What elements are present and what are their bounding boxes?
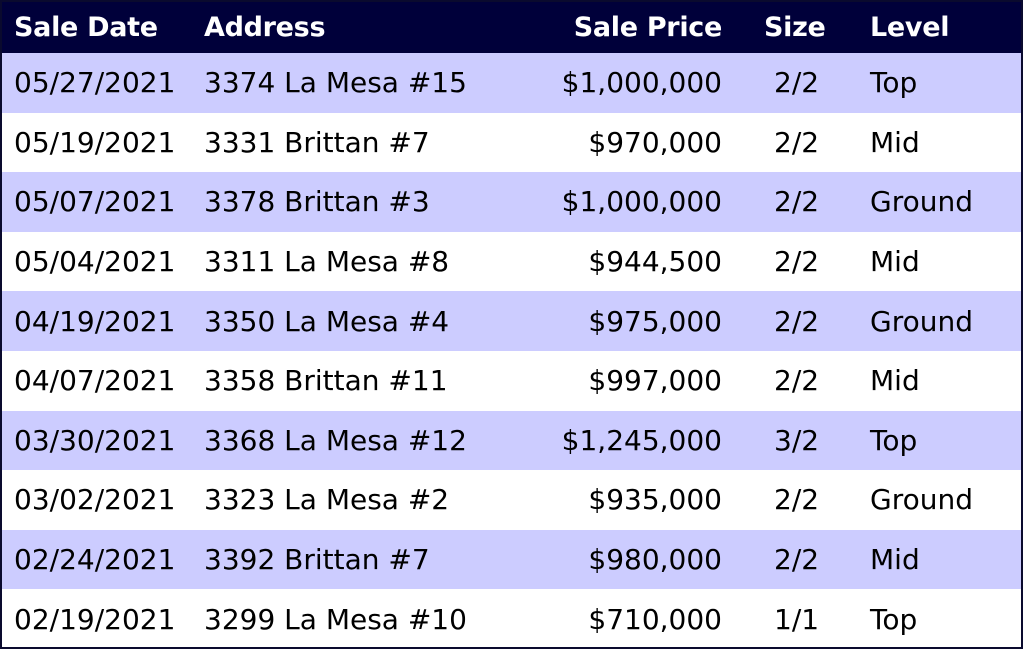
cell-address: 3378 Brittan #3 [204, 185, 430, 219]
cell-address: 3311 La Mesa #8 [204, 245, 450, 279]
table-row: 02/24/2021 3392 Brittan #7 $980,000 2/2 … [2, 529, 1021, 590]
cell-size: 2/2 [774, 125, 820, 159]
cell-address: 3374 La Mesa #15 [204, 66, 467, 100]
cell-sale-price: $997,000 [588, 364, 722, 398]
cell-sale-date: 04/07/2021 [14, 364, 176, 398]
cell-address: 3368 La Mesa #12 [204, 423, 467, 457]
cell-sale-price: $935,000 [588, 483, 722, 517]
cell-level: Ground [870, 185, 973, 219]
cell-size: 2/2 [774, 245, 820, 279]
table-row: 05/27/2021 3374 La Mesa #15 $1,000,000 2… [2, 53, 1021, 113]
cell-sale-date: 05/07/2021 [14, 185, 176, 219]
cell-sale-price: $944,500 [588, 245, 722, 279]
table-row: 05/19/2021 3331 Brittan #7 $970,000 2/2 … [2, 112, 1021, 173]
header-address: Address [204, 12, 326, 43]
cell-sale-date: 02/19/2021 [14, 602, 176, 636]
cell-address: 3331 Brittan #7 [204, 125, 430, 159]
table-row: 04/07/2021 3358 Brittan #11 $997,000 2/2… [2, 350, 1021, 411]
cell-sale-price: $1,000,000 [561, 66, 722, 100]
table-header: Sale Date Address Sale Price Size Level [2, 2, 1021, 53]
table-row: 03/30/2021 3368 La Mesa #12 $1,245,000 3… [2, 410, 1021, 471]
cell-sale-price: $1,000,000 [561, 185, 722, 219]
header-sale-date: Sale Date [14, 12, 158, 43]
table-row: 05/07/2021 3378 Brittan #3 $1,000,000 2/… [2, 172, 1021, 232]
cell-address: 3350 La Mesa #4 [204, 304, 450, 338]
cell-address: 3358 Brittan #11 [204, 364, 448, 398]
cell-size: 2/2 [774, 364, 820, 398]
cell-address: 3323 La Mesa #2 [204, 483, 450, 517]
cell-sale-price: $970,000 [588, 125, 722, 159]
cell-sale-date: 05/19/2021 [14, 125, 176, 159]
cell-level: Ground [870, 304, 973, 338]
cell-sale-price: $710,000 [588, 602, 722, 636]
cell-sale-price: $1,245,000 [561, 423, 722, 457]
cell-size: 1/1 [774, 602, 820, 636]
table-body: 05/27/2021 3374 La Mesa #15 $1,000,000 2… [2, 53, 1021, 647]
table-row: 03/02/2021 3323 La Mesa #2 $935,000 2/2 … [2, 470, 1021, 530]
cell-sale-date: 05/04/2021 [14, 245, 176, 279]
cell-level: Top [870, 423, 918, 457]
header-row: Sale Date Address Sale Price Size Level [2, 2, 1021, 53]
cell-size: 2/2 [774, 483, 820, 517]
header-size: Size [764, 12, 826, 43]
cell-address: 3392 Brittan #7 [204, 543, 430, 577]
cell-level: Ground [870, 483, 973, 517]
header-level: Level [870, 12, 950, 43]
cell-level: Mid [870, 543, 920, 577]
cell-sale-price: $975,000 [588, 304, 722, 338]
table-row: 04/19/2021 3350 La Mesa #4 $975,000 2/2 … [2, 291, 1021, 351]
cell-address: 3299 La Mesa #10 [204, 602, 467, 636]
table-row: 05/04/2021 3311 La Mesa #8 $944,500 2/2 … [2, 231, 1021, 292]
cell-sale-date: 05/27/2021 [14, 66, 176, 100]
cell-level: Top [870, 602, 918, 636]
cell-size: 2/2 [774, 304, 820, 338]
cell-size: 2/2 [774, 543, 820, 577]
cell-sale-date: 03/30/2021 [14, 423, 176, 457]
cell-size: 3/2 [774, 423, 820, 457]
cell-sale-price: $980,000 [588, 543, 722, 577]
cell-level: Mid [870, 364, 920, 398]
cell-level: Mid [870, 125, 920, 159]
header-sale-price: Sale Price [573, 12, 723, 43]
cell-size: 2/2 [774, 185, 820, 219]
cell-size: 2/2 [774, 66, 820, 100]
cell-level: Top [870, 66, 918, 100]
cell-sale-date: 02/24/2021 [14, 543, 176, 577]
cell-sale-date: 04/19/2021 [14, 304, 176, 338]
table-row: 02/19/2021 3299 La Mesa #10 $710,000 1/1… [2, 589, 1021, 647]
cell-sale-date: 03/02/2021 [14, 483, 176, 517]
cell-level: Mid [870, 245, 920, 279]
